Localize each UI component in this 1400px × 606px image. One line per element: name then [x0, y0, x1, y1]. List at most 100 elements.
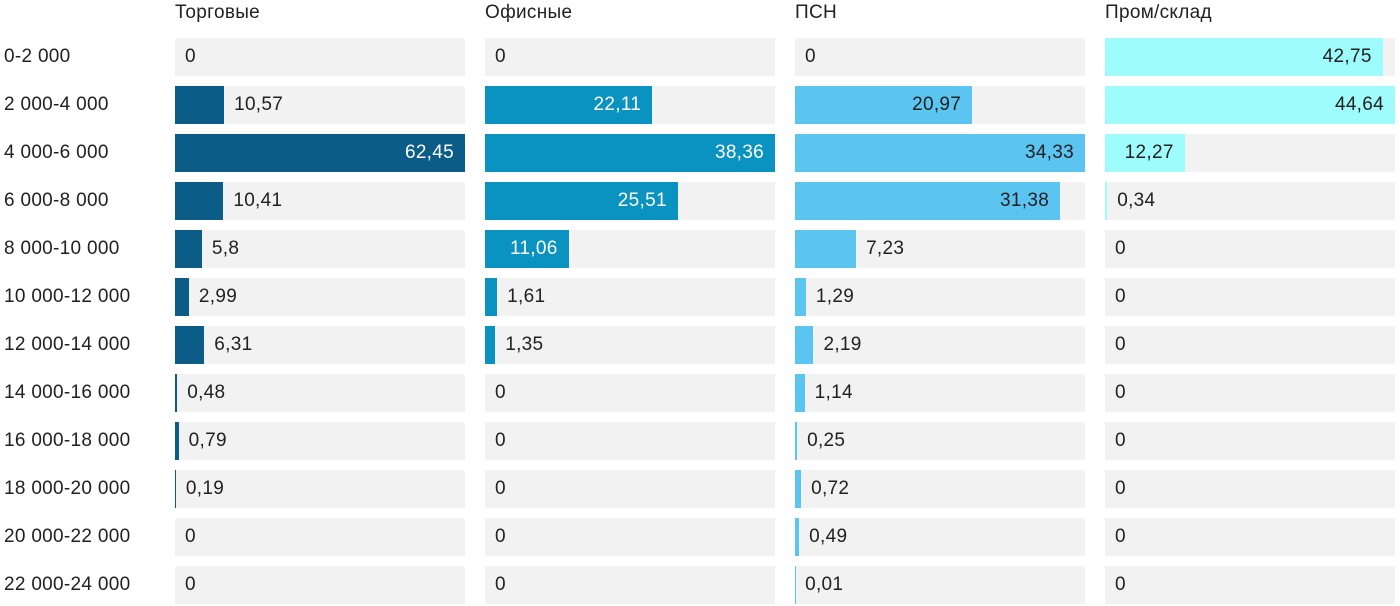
column-header-4: Пром/склад: [1105, 2, 1212, 23]
bar: [485, 278, 498, 316]
bar-value-label: 44,64: [1334, 94, 1384, 115]
row-label: 6 000-8 000: [4, 190, 109, 211]
bar-value-label: 12,27: [1124, 142, 1174, 163]
bar-value-label: 0,34: [1117, 190, 1156, 211]
bar: [795, 470, 802, 508]
bar-value-label: 0: [495, 478, 506, 499]
bar-track: 0: [1105, 518, 1395, 556]
bar-track: 0,48: [175, 374, 465, 412]
bar-value-label: 0,25: [807, 430, 846, 451]
bar: 38,36: [485, 134, 775, 172]
bar-value-label: 0: [805, 46, 816, 67]
bar: 44,64: [1105, 86, 1395, 124]
bar-value-label: 1,35: [505, 334, 544, 355]
column-header-1: Торговые: [175, 2, 261, 23]
chart-row: 12 000-14 000 6,31 1,35 2,19 0: [0, 326, 1400, 364]
bar-track: 0: [485, 374, 775, 412]
bar-track: 0: [795, 38, 1085, 76]
bar: 42,75: [1105, 38, 1383, 76]
bar: [485, 326, 496, 364]
chart-row: 20 000-22 000 0 0 0,49 0: [0, 518, 1400, 556]
row-label: 4 000-6 000: [4, 142, 109, 163]
bar: [795, 518, 800, 556]
bar: 20,97: [795, 86, 973, 124]
chart-row: 6 000-8 000 10,41 25,51 31,38 0,34: [0, 182, 1400, 220]
row-label: 14 000-16 000: [4, 382, 131, 403]
bar-track: 0: [1105, 230, 1395, 268]
bar-track: 7,23: [795, 230, 1085, 268]
bar-track: 31,38: [795, 182, 1085, 220]
row-label: 18 000-20 000: [4, 478, 131, 499]
row-label: 10 000-12 000: [4, 286, 131, 307]
bar-value-label: 31,38: [1000, 190, 1050, 211]
bar-value-label: 38,36: [714, 142, 764, 163]
bar-track: 44,64: [1105, 86, 1395, 124]
bar: [175, 230, 202, 268]
bar-track: 0,72: [795, 470, 1085, 508]
bar-track: 0,19: [175, 470, 465, 508]
bar-track: 0: [485, 518, 775, 556]
bar-value-label: 0: [495, 526, 506, 547]
bar-value-label: 0: [185, 46, 196, 67]
bar-track: 25,51: [485, 182, 775, 220]
bar-track: 0,49: [795, 518, 1085, 556]
bar-value-label: 62,45: [404, 142, 454, 163]
bar-track: 0: [485, 566, 775, 604]
bar-track: 0,34: [1105, 182, 1395, 220]
bar-track: 0,79: [175, 422, 465, 460]
bar-value-label: 25,51: [617, 190, 667, 211]
bar: [175, 182, 224, 220]
chart-row: 18 000-20 000 0,19 0 0,72 0: [0, 470, 1400, 508]
bar-value-label: 0,19: [185, 478, 225, 499]
bar-track: 1,61: [485, 278, 775, 316]
bar-value-label: 0: [495, 46, 506, 67]
bar-value-label: 0: [495, 574, 506, 595]
bar-track: 0: [1105, 374, 1395, 412]
bar-track: 38,36: [485, 134, 775, 172]
bar: 25,51: [485, 182, 678, 220]
bar: 31,38: [795, 182, 1061, 220]
bar-value-label: 0: [1115, 286, 1126, 307]
bar: [175, 86, 225, 124]
bar: 22,11: [485, 86, 653, 124]
bar-track: 0: [485, 470, 775, 508]
bar-track: 1,14: [795, 374, 1085, 412]
bar-value-label: 10,57: [234, 94, 284, 115]
bar-value-label: 0,79: [188, 430, 227, 451]
bar-value-label: 0: [495, 382, 506, 403]
chart-row: 0-2 000 0 0 0 42,75: [0, 38, 1400, 76]
bar-track: 0,01: [795, 566, 1085, 604]
bar-track: 42,75: [1105, 38, 1395, 76]
bar-track: 0: [1105, 278, 1395, 316]
bar-track: 11,06: [485, 230, 775, 268]
chart-rows: 0-2 000 0 0 0 42,75 2 000-4 000 10,57 22,11 20,9…: [0, 38, 1400, 604]
bar-value-label: 7,23: [866, 238, 905, 259]
bar-value-label: 1,14: [814, 382, 853, 403]
bar-track: 0: [1105, 470, 1395, 508]
bar-value-label: 0,49: [809, 526, 848, 547]
bar-track: 20,97: [795, 86, 1085, 124]
bar-track: 12,27: [1105, 134, 1395, 172]
row-label: 20 000-22 000: [4, 526, 131, 547]
bar-track: 2,99: [175, 278, 465, 316]
bar: [175, 326, 205, 364]
bar-track: 0: [175, 566, 465, 604]
bar-track: 22,11: [485, 86, 775, 124]
row-label: 16 000-18 000: [4, 430, 131, 451]
bar: [175, 422, 179, 460]
bar-track: 0: [175, 518, 465, 556]
bar-value-label: 0,72: [811, 478, 850, 499]
bar-value-label: 5,8: [211, 238, 240, 259]
bar-track: 5,8: [175, 230, 465, 268]
bar-value-label: 0: [185, 574, 196, 595]
bar-value-label: 2,19: [823, 334, 862, 355]
bar-value-label: 20,97: [912, 94, 962, 115]
bar-value-label: 34,33: [1024, 142, 1074, 163]
bar-value-label: 0: [1115, 574, 1126, 595]
bar-track: 0: [1105, 422, 1395, 460]
bar: [175, 278, 189, 316]
bar-value-label: 22,11: [593, 94, 642, 115]
bar-track: 10,41: [175, 182, 465, 220]
column-headers: Торговые Офисные ПСН Пром/склад: [0, 0, 1400, 38]
bar-value-label: 0: [185, 526, 196, 547]
